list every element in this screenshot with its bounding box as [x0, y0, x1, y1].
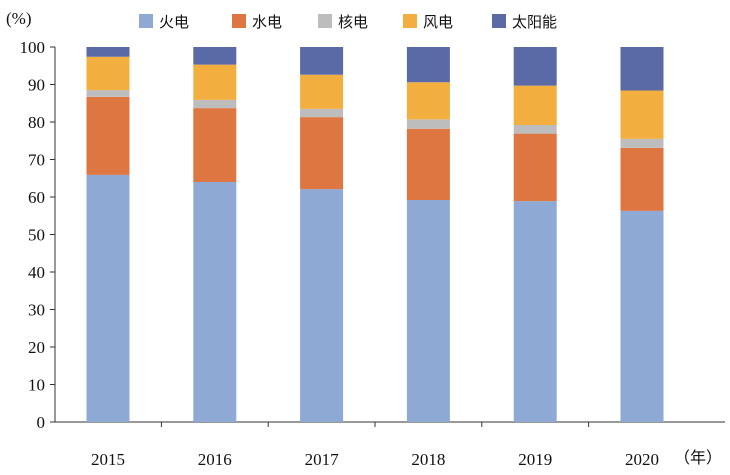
y-tick-label: 80 [28, 113, 45, 132]
legend-label: 火电 [159, 13, 189, 31]
bar-segment-2018-3 [406, 82, 450, 120]
y-tick-label: 30 [28, 301, 45, 320]
bar-segment-2017-4 [300, 47, 344, 75]
x-tick-label: 2018 [411, 450, 445, 469]
y-tick-label: 60 [28, 188, 45, 207]
bar-segment-2019-4 [513, 47, 557, 86]
y-tick-label: 70 [28, 151, 45, 170]
bar-segment-2019-2 [513, 125, 557, 134]
legend-label: 太阳能 [512, 13, 557, 31]
x-tick-label: 2019 [518, 450, 552, 469]
x-tick-label: 2016 [198, 450, 232, 469]
bar-segment-2020-1 [620, 147, 664, 211]
legend-label: 核电 [338, 13, 368, 31]
y-tick-label: 50 [28, 226, 45, 245]
bar-segment-2019-1 [513, 133, 557, 202]
legend-swatch-4 [492, 14, 506, 28]
bar-segment-2018-4 [406, 47, 450, 83]
legend-swatch-3 [403, 14, 417, 28]
legend-swatch-1 [232, 14, 246, 28]
bar-segment-2018-2 [406, 119, 450, 129]
y-tick-label: 90 [28, 76, 45, 95]
x-axis-label: （年） [674, 448, 722, 467]
bar-segment-2016-1 [193, 108, 237, 182]
axes: 0 10 20 30 40 50 60 70 80 90 100 2015 2016 2017 2018 20… [20, 38, 725, 469]
bar-segment-2016-0 [193, 182, 237, 422]
bar-segment-2020-3 [620, 90, 664, 139]
x-tick-label: 2017 [305, 450, 340, 469]
bar-segment-2019-3 [513, 85, 557, 125]
x-tick-label: 2015 [91, 450, 125, 469]
bar-segment-2016-3 [193, 64, 237, 100]
bar-segment-2020-0 [620, 210, 664, 422]
bar-segment-2016-2 [193, 99, 237, 109]
bar-segment-2019-0 [513, 201, 557, 422]
legend-label: 水电 [252, 13, 282, 31]
bar-segment-2020-2 [620, 138, 664, 148]
legend-swatch-2 [318, 14, 332, 28]
bar-segment-2018-1 [406, 128, 450, 200]
legend-label: 风电 [423, 13, 453, 31]
bar-segment-2015-4 [86, 47, 130, 57]
y-tick-label: 20 [28, 338, 45, 357]
y-tick-label: 100 [20, 38, 46, 57]
bar-segment-2015-2 [86, 90, 130, 97]
y-tick-label: 10 [28, 376, 45, 395]
bar-segment-2017-0 [300, 189, 344, 422]
bar-segment-2018-0 [406, 200, 450, 422]
y-tick-label: 0 [37, 413, 46, 432]
y-tick-label: 40 [28, 263, 45, 282]
bar-segment-2015-0 [86, 174, 130, 422]
bar-segment-2017-3 [300, 74, 344, 109]
bar-segment-2017-1 [300, 117, 344, 190]
legend-swatch-0 [139, 14, 153, 28]
bar-segment-2016-4 [193, 47, 237, 65]
legend: 火电 水电 核电 风电 太阳能 [139, 13, 557, 31]
y-axis-label: (%) [6, 9, 31, 28]
bars [86, 47, 664, 422]
bar-segment-2015-1 [86, 96, 130, 175]
x-tick-label: 2020 [625, 450, 659, 469]
bar-segment-2020-4 [620, 47, 664, 91]
bar-segment-2015-3 [86, 56, 130, 91]
bar-segment-2017-2 [300, 108, 344, 118]
